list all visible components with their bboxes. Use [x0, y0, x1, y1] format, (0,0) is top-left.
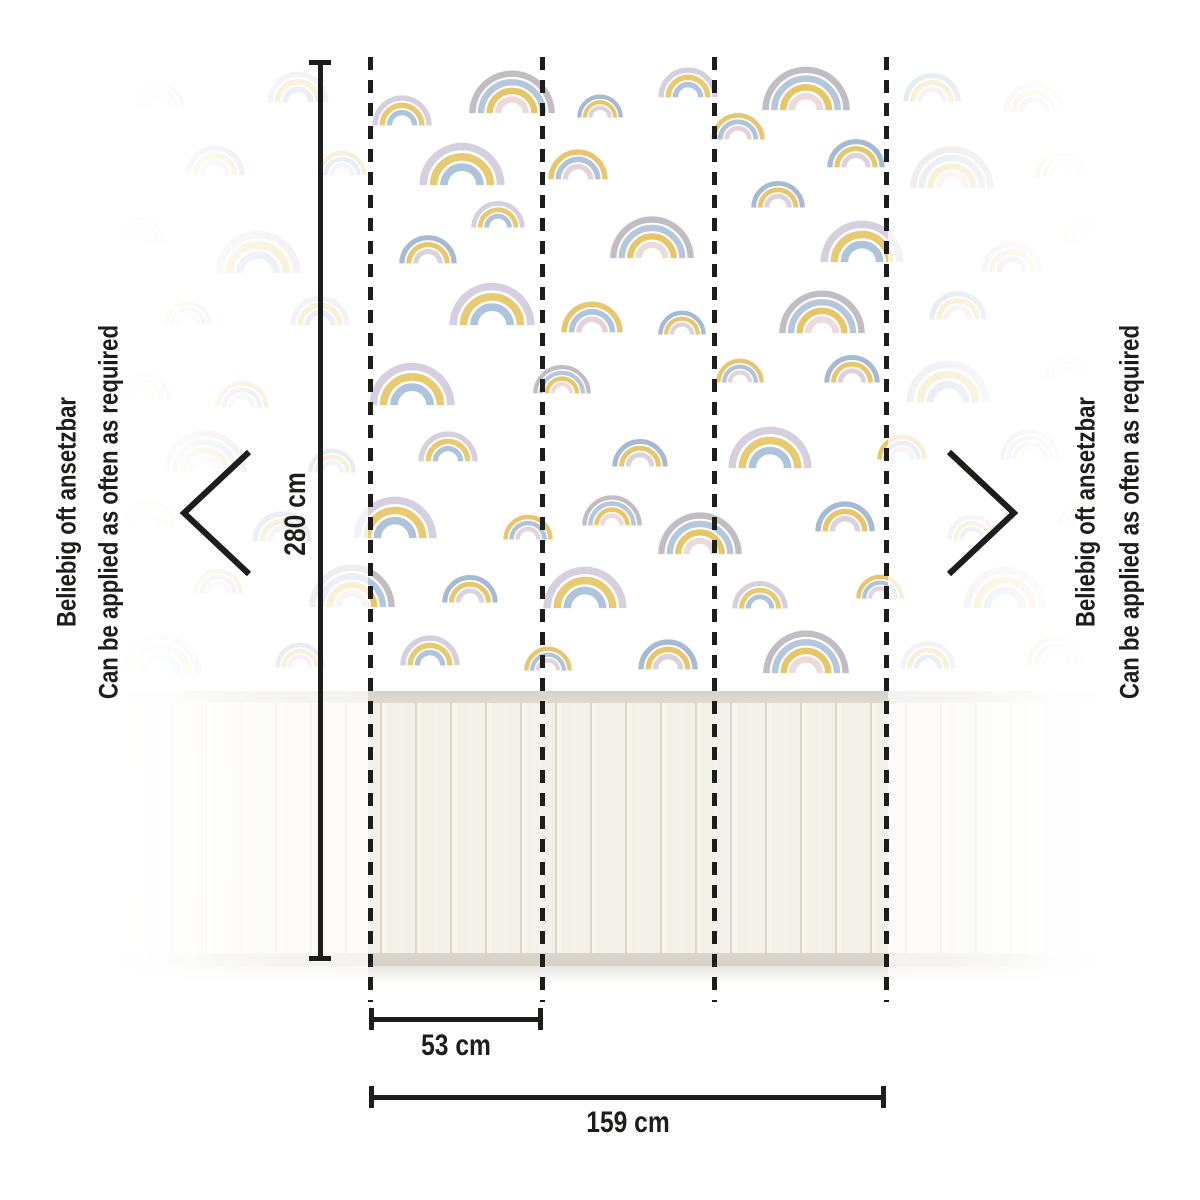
strip-cut-line-3: [712, 57, 717, 1002]
rainbow-motif: [658, 64, 718, 98]
rainbow-motif: [577, 92, 623, 118]
chevron-right-icon: [946, 449, 1019, 577]
rainbow-motif: [762, 62, 850, 111]
strip-cut-line-1: [368, 57, 373, 1002]
rainbow-motif: [449, 278, 535, 326]
rainbow-motif: [638, 636, 698, 670]
rainbow-motif: [779, 286, 865, 334]
rainbow-motif: [419, 138, 505, 186]
strip-cut-line-4: [884, 57, 889, 1002]
rainbow-motif: [399, 232, 457, 264]
total-width-measure-cap-right: [881, 1086, 886, 1108]
height-dimension-label: 280 cm: [279, 472, 312, 556]
rainbow-motif: [658, 308, 706, 335]
rainbow-motif: [716, 356, 764, 383]
rainbow-motif: [763, 626, 849, 674]
reposition-label-en-right: Can be applied as often as required: [1114, 324, 1145, 700]
strip-width-measure-line: [371, 1017, 541, 1022]
rainbow-motif: [610, 212, 694, 259]
height-measure-cap-bottom: [309, 956, 331, 961]
rainbow-motif: [612, 436, 668, 467]
strip-width-dimension-label: 53 cm: [421, 1029, 491, 1062]
rainbow-motif: [658, 508, 742, 555]
rainbow-motif: [582, 492, 642, 526]
height-measure-cap-top: [309, 60, 331, 65]
strip-width-measure-cap-left: [369, 1008, 374, 1030]
rainbow-motif: [561, 298, 623, 333]
rainbow-motif: [728, 422, 812, 469]
strip-cut-line-2: [540, 57, 545, 1002]
reposition-label-de-right: Beliebig oft ansetzbar: [1070, 396, 1101, 628]
total-width-dimension-label: 159 cm: [586, 1106, 670, 1139]
total-width-measure-line: [371, 1095, 885, 1100]
chevron-left-icon: [179, 449, 252, 577]
rainbow-motif: [711, 110, 765, 140]
left-fade-mask: [0, 50, 368, 1010]
strip-width-measure-cap-right: [538, 1008, 543, 1030]
rainbow-motif: [372, 92, 432, 126]
rainbow-motif: [524, 644, 572, 671]
rainbow-motif: [471, 198, 525, 228]
total-width-measure-cap-left: [369, 1086, 374, 1108]
rainbow-motif: [548, 146, 608, 180]
rainbow-motif: [418, 428, 478, 462]
reposition-label-de-left: Beliebig oft ansetzbar: [51, 396, 82, 628]
right-fade-mask: [888, 50, 1200, 1010]
rainbow-motif: [369, 358, 455, 406]
rainbow-motif: [824, 352, 880, 383]
rainbow-motif: [400, 632, 460, 666]
rainbow-motif: [827, 136, 885, 168]
rainbow-motif: [815, 498, 875, 532]
rainbow-motif: [732, 578, 788, 609]
rainbow-motif: [543, 562, 627, 609]
rainbow-motif: [442, 572, 498, 603]
height-measure-line: [318, 62, 323, 961]
rainbow-motif: [503, 512, 553, 540]
rainbow-motif: [751, 178, 805, 208]
reposition-label-en-left: Can be applied as often as required: [93, 324, 124, 700]
